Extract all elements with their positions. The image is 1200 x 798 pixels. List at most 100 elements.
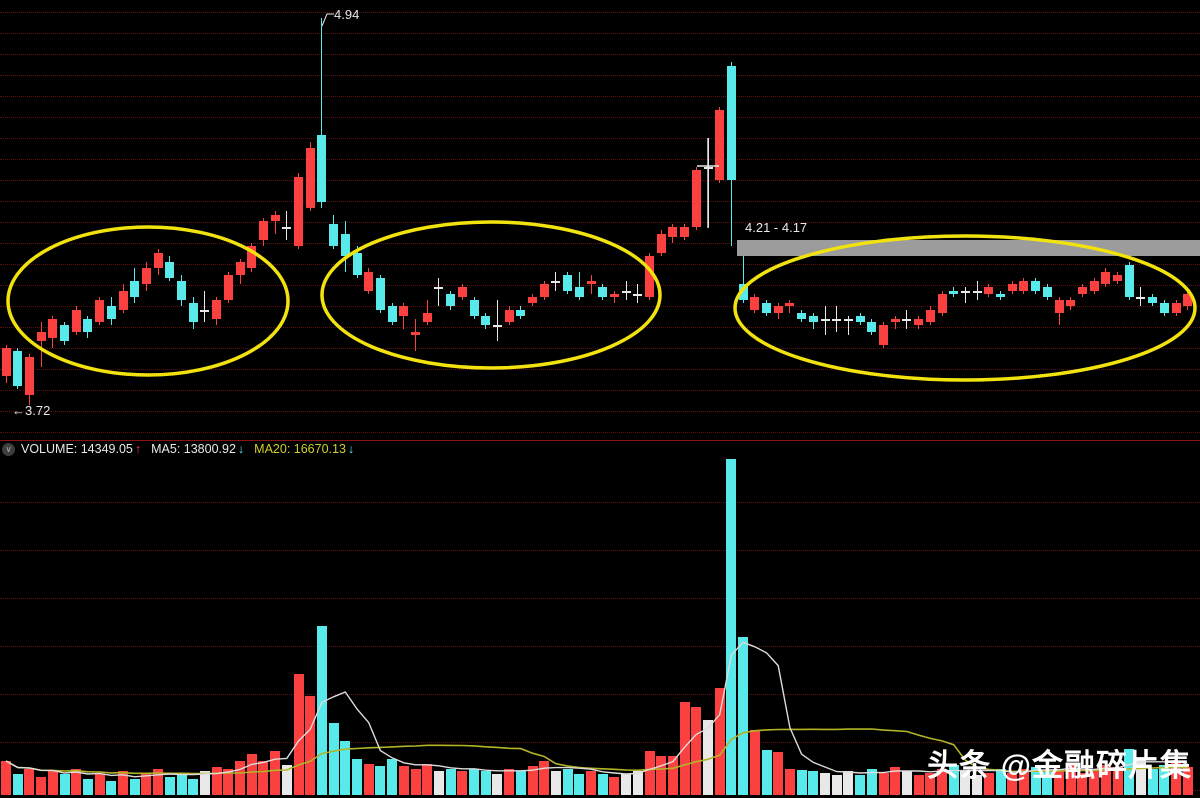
volume-bar[interactable] <box>784 769 795 795</box>
collapse-chevron-icon[interactable]: ∨ <box>2 442 15 456</box>
candle[interactable] <box>434 287 444 290</box>
volume-bar[interactable] <box>47 771 58 795</box>
candle[interactable] <box>305 147 315 209</box>
volume-bar[interactable] <box>59 774 70 795</box>
candle[interactable] <box>855 315 865 323</box>
volume-bar[interactable] <box>960 771 971 795</box>
candle-wick[interactable] <box>204 290 206 323</box>
volume-bar[interactable] <box>24 769 35 795</box>
candle[interactable] <box>902 319 912 322</box>
volume-bar[interactable] <box>1100 765 1111 795</box>
volume-bar[interactable] <box>644 751 655 795</box>
volume-bar[interactable] <box>609 777 620 795</box>
candle[interactable] <box>200 309 210 312</box>
volume-bar[interactable] <box>820 773 830 795</box>
volume-bar[interactable] <box>352 759 362 795</box>
candle[interactable] <box>680 227 690 237</box>
volume-bar[interactable] <box>995 769 1006 795</box>
candle[interactable] <box>738 284 748 301</box>
candle-wick[interactable] <box>590 274 592 294</box>
candle[interactable] <box>469 300 479 316</box>
candle[interactable] <box>633 293 643 296</box>
candle[interactable] <box>563 274 573 291</box>
candle[interactable] <box>890 319 900 323</box>
volume-bar[interactable] <box>1077 773 1088 795</box>
candle[interactable] <box>937 293 947 313</box>
volume-bar[interactable] <box>726 459 737 795</box>
candle[interactable] <box>48 319 58 339</box>
volume-bar[interactable] <box>1159 765 1170 795</box>
candle[interactable] <box>95 300 105 323</box>
candle-wick[interactable] <box>286 211 288 240</box>
volume-bar[interactable] <box>1018 769 1029 795</box>
volume-bar[interactable] <box>1089 769 1100 795</box>
volume-bar[interactable] <box>550 771 561 795</box>
candle-wick[interactable] <box>707 138 709 228</box>
candle[interactable] <box>130 281 140 297</box>
volume-bar[interactable] <box>281 765 292 795</box>
volume-bar[interactable] <box>773 752 784 795</box>
candle[interactable] <box>411 331 420 335</box>
volume-bar[interactable] <box>375 766 386 795</box>
candle[interactable] <box>645 255 654 297</box>
candle[interactable] <box>598 287 608 297</box>
candle[interactable] <box>387 306 397 323</box>
volume-bar[interactable] <box>118 771 128 795</box>
candle[interactable] <box>621 290 631 293</box>
candle-wick[interactable] <box>274 211 276 234</box>
volume-bar[interactable] <box>913 775 924 795</box>
volume-bar[interactable] <box>211 767 222 795</box>
candle[interactable] <box>24 357 34 396</box>
volume-bar[interactable] <box>469 769 479 795</box>
volume-bar[interactable] <box>410 769 421 795</box>
volume-bar[interactable] <box>855 775 866 795</box>
volume-bar[interactable] <box>1007 773 1018 795</box>
candle[interactable] <box>843 319 853 322</box>
candle[interactable] <box>1101 271 1111 285</box>
volume-bar[interactable] <box>925 773 936 795</box>
candle[interactable] <box>422 312 432 323</box>
candle[interactable] <box>1124 265 1134 297</box>
volume-bar[interactable] <box>422 764 433 795</box>
volume-bar[interactable] <box>983 773 994 795</box>
volume-bar[interactable] <box>270 751 281 795</box>
volume-bar[interactable] <box>703 720 713 795</box>
candle[interactable] <box>996 293 1005 297</box>
candle[interactable] <box>329 224 339 247</box>
volume-bar[interactable] <box>1042 771 1053 795</box>
candle[interactable] <box>165 262 175 278</box>
candle[interactable] <box>106 306 116 320</box>
candle[interactable] <box>750 296 760 310</box>
volume-bar[interactable] <box>972 775 983 795</box>
candle[interactable] <box>340 233 350 256</box>
candle[interactable] <box>832 319 842 322</box>
candle[interactable] <box>492 325 502 328</box>
candle-wick[interactable] <box>415 319 416 351</box>
volume-bar[interactable] <box>761 750 772 795</box>
candle[interactable] <box>785 303 795 307</box>
volume-bar[interactable] <box>1065 765 1076 795</box>
volume-bar[interactable] <box>948 765 959 795</box>
candle[interactable] <box>1148 296 1158 304</box>
volume-bar[interactable] <box>843 771 854 795</box>
volume-bar[interactable] <box>831 775 842 795</box>
candle[interactable] <box>773 306 783 313</box>
candle[interactable] <box>1113 274 1122 282</box>
volume-bar[interactable] <box>539 761 550 795</box>
candle[interactable] <box>60 325 69 342</box>
volume-bar[interactable] <box>1 761 11 795</box>
candle[interactable] <box>282 227 292 230</box>
candle[interactable] <box>972 290 982 293</box>
volume-bar[interactable] <box>901 771 912 795</box>
candle[interactable] <box>1159 303 1169 313</box>
volume-bar[interactable] <box>667 756 678 795</box>
candle[interactable] <box>762 303 771 313</box>
volume-bar[interactable] <box>340 741 351 795</box>
volume-bar[interactable] <box>82 779 93 795</box>
candle-wick[interactable] <box>40 322 42 367</box>
volume-bar[interactable] <box>808 771 819 795</box>
candle[interactable] <box>797 312 807 320</box>
candle[interactable] <box>504 309 514 323</box>
candle-wick[interactable] <box>496 300 498 342</box>
volume-bar[interactable] <box>328 723 339 795</box>
